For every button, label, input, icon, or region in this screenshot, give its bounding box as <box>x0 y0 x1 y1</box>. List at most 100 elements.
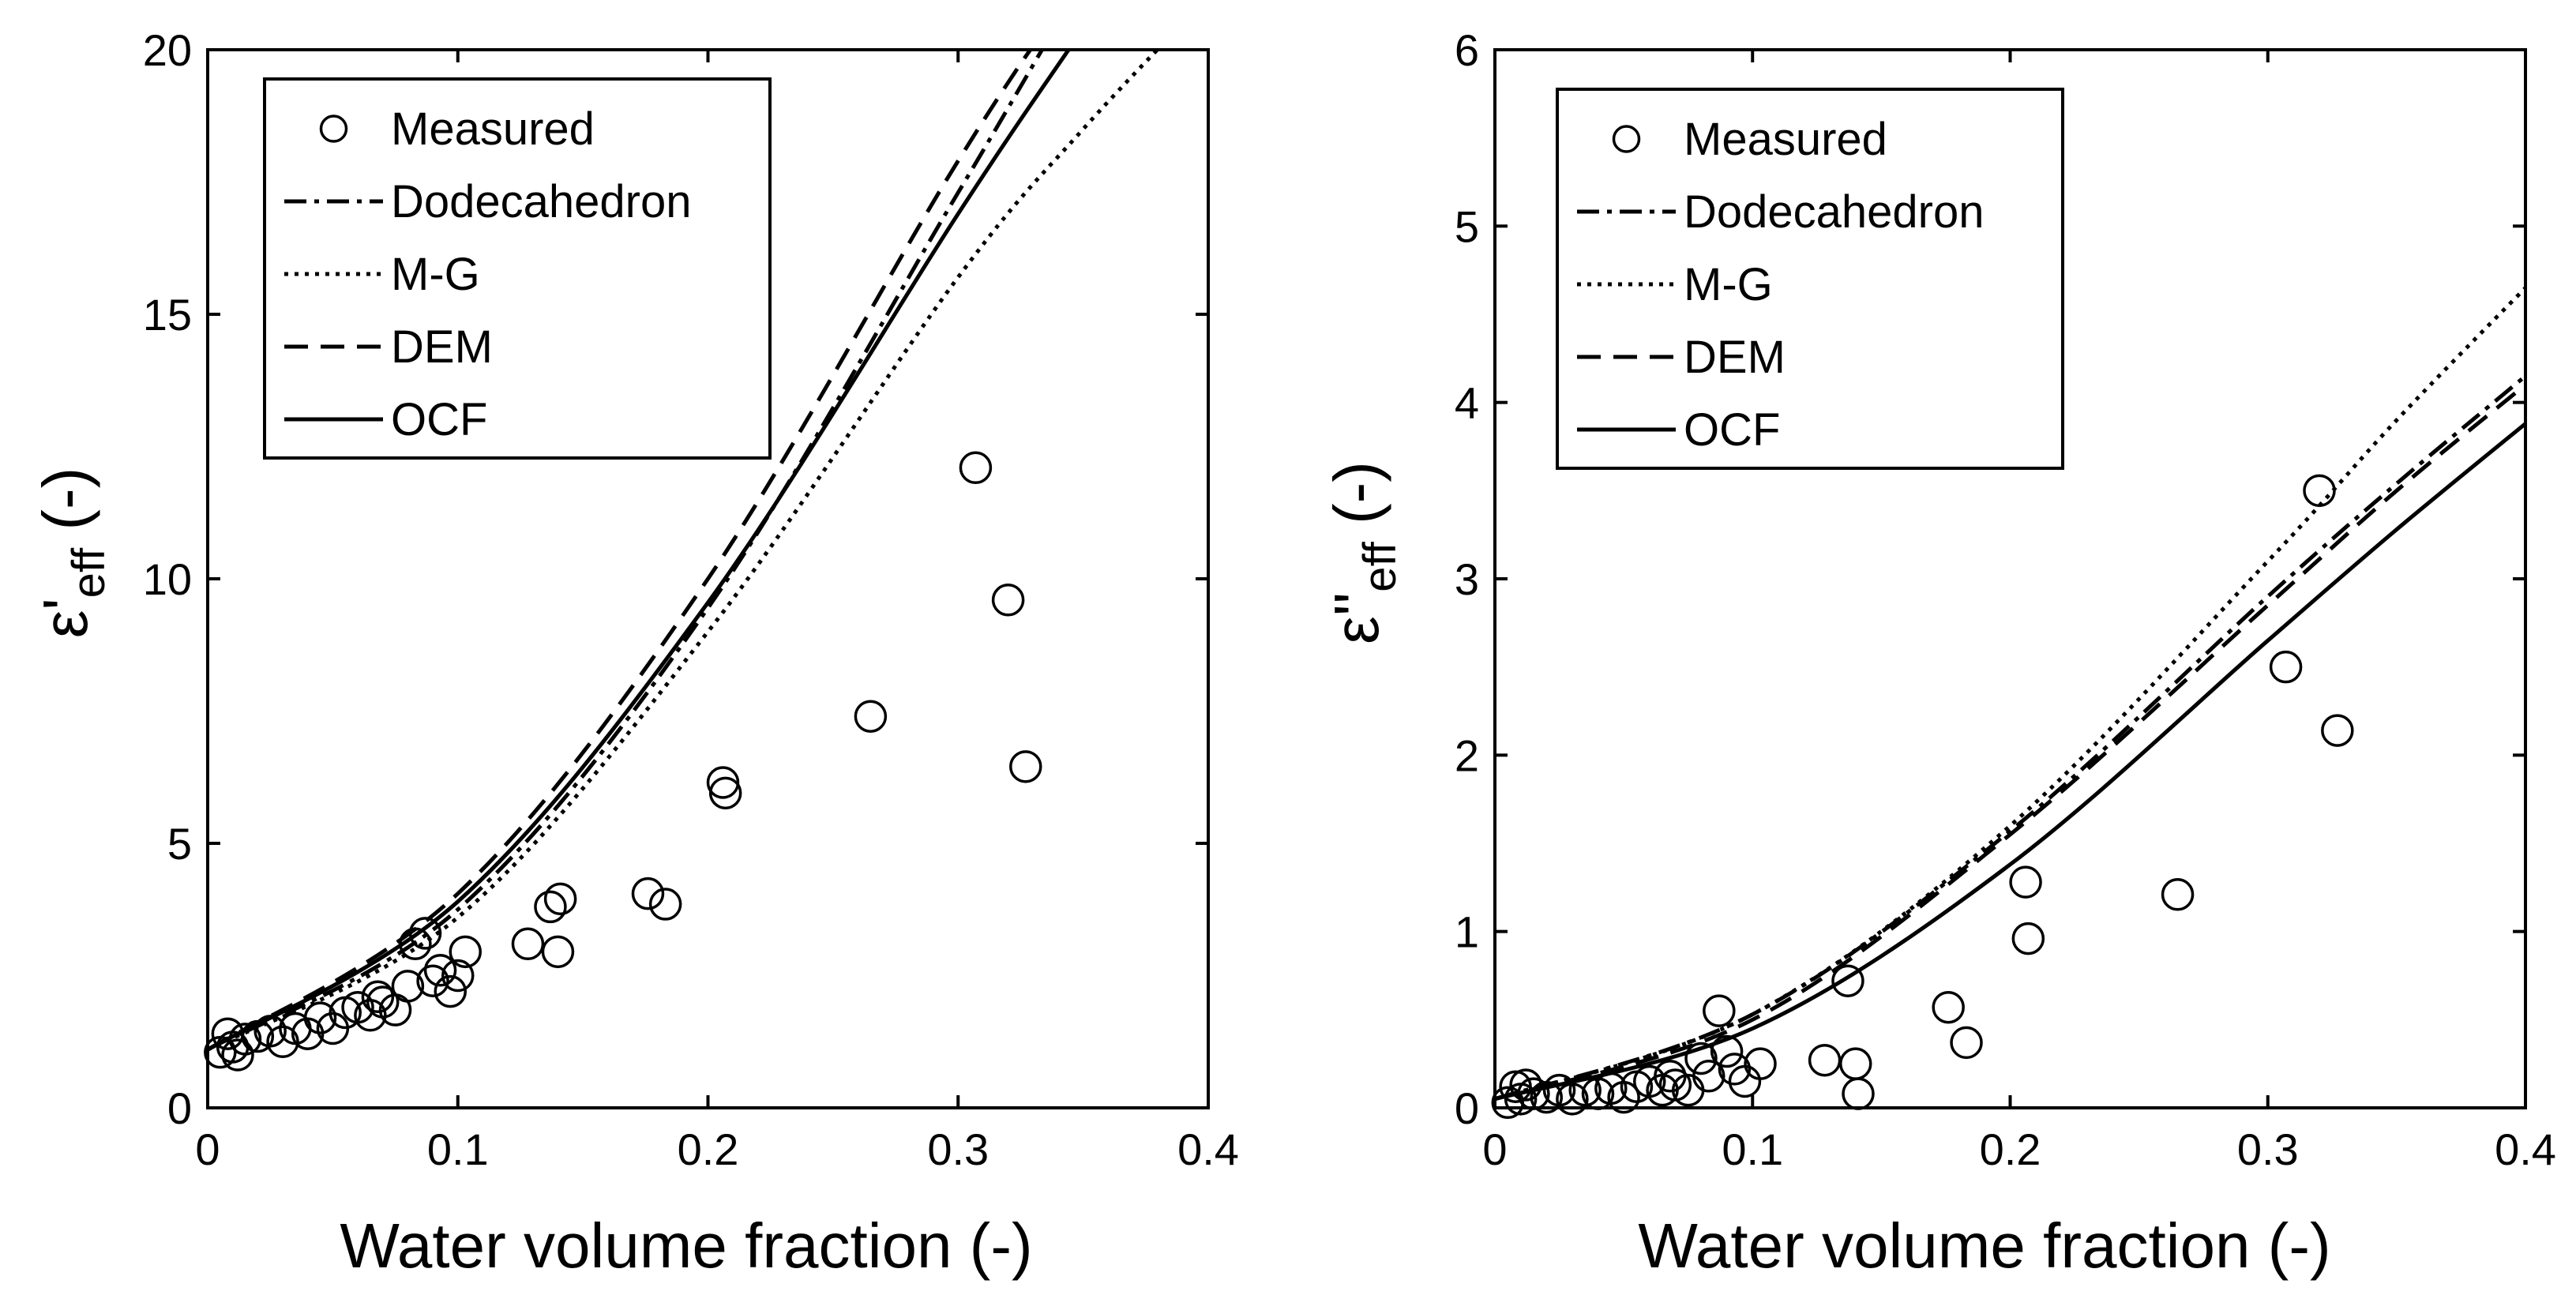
y-tick-label: 10 <box>143 554 192 604</box>
measured-point <box>361 980 395 1014</box>
measured-point <box>228 1023 262 1056</box>
model-line-dodecahedron <box>1495 374 2525 1102</box>
y-tick-label: 5 <box>167 819 192 869</box>
y-tick-label: 0 <box>1455 1083 1479 1133</box>
measured-point <box>2161 878 2195 911</box>
measured-point <box>2009 865 2042 899</box>
measured-point <box>706 766 740 799</box>
measured-point <box>1932 990 1965 1024</box>
legend-marker-measured <box>1612 125 1641 153</box>
x-tick-label: 0 <box>1482 1124 1507 1174</box>
legend: Measured Dodecahedron M-G DEM OCF <box>263 77 772 460</box>
model-lines <box>1495 286 2525 1102</box>
x-axis-label: Water volume fraction (-) <box>340 1211 1032 1281</box>
measured-point <box>221 1038 254 1072</box>
legend: Measured Dodecahedron M-G DEM OCF <box>1556 88 2064 470</box>
measured-point <box>408 917 442 950</box>
measured-point <box>1607 1080 1640 1114</box>
measured-point <box>1842 1077 1875 1110</box>
measured-point <box>1831 964 1864 997</box>
measured-point <box>253 1015 287 1048</box>
measured-point <box>1718 1053 1752 1086</box>
measured-point <box>631 876 665 910</box>
measured-point <box>1710 1034 1744 1068</box>
measured-point <box>1568 1073 1602 1107</box>
y-axis-label-text: ε''eff (-) <box>1321 461 1406 644</box>
measured-point <box>354 999 387 1032</box>
measured-point <box>449 935 483 969</box>
measured-point <box>423 954 457 987</box>
y-label-symbol: ε'' <box>1321 592 1391 644</box>
chart-imaginary-permittivity: ε''eff (-) Water volume fraction (-) 0 0.… <box>1321 25 2556 1281</box>
legend-box <box>263 77 772 460</box>
y-axis-label: ε''eff (-) <box>1321 461 1406 644</box>
measured-point <box>1509 1068 1542 1102</box>
y-tick-label: 1 <box>1455 907 1479 957</box>
measured-point <box>2011 922 2045 955</box>
x-tick-label: 0 <box>195 1124 220 1174</box>
x-tick-label: 0.2 <box>678 1124 739 1174</box>
measured-point <box>303 1001 337 1034</box>
y-axis-label: ε'eff (-) <box>30 467 115 639</box>
model-line-dem <box>1495 383 2525 1102</box>
measured-points <box>204 451 1042 1072</box>
model-line-dem <box>208 50 1033 1052</box>
measured-point <box>854 700 888 733</box>
y-label-subscript: eff <box>63 547 115 598</box>
x-axis-label: Water volume fraction (-) <box>1638 1211 2330 1281</box>
measured-point <box>1684 1042 1718 1075</box>
x-tick-label: 0.2 <box>1980 1124 2041 1174</box>
legend-label: Measured <box>1684 114 1887 165</box>
measured-point <box>2269 650 2303 684</box>
y-tick-label: 0 <box>167 1083 192 1133</box>
measured-point <box>2321 714 2354 747</box>
measured-point <box>708 776 742 810</box>
legend-label: M-G <box>1684 259 1773 310</box>
legend-label: Dodecahedron <box>1684 186 1985 238</box>
model-line-ocf <box>1495 422 2525 1102</box>
legend-label: DEM <box>391 321 493 373</box>
y-tick-label: 3 <box>1455 554 1479 604</box>
y-tick-label: 15 <box>143 290 192 340</box>
measured-point <box>1839 1047 1872 1080</box>
legend-label: Dodecahedron <box>391 176 692 227</box>
measured-point <box>991 584 1025 617</box>
y-label-units: (-) <box>30 467 100 548</box>
y-axis-label-text: ε'eff (-) <box>30 467 115 639</box>
y-label-symbol: ε' <box>30 598 100 638</box>
legend-label: Measured <box>391 103 595 155</box>
measured-points <box>1491 474 2354 1120</box>
y-tick-label: 20 <box>143 25 192 75</box>
measured-point <box>534 890 567 924</box>
measured-point <box>543 882 577 916</box>
legend-label: OCF <box>1684 404 1780 456</box>
legend-label: M-G <box>391 249 480 300</box>
measured-point <box>266 1025 299 1058</box>
legend-label: OCF <box>391 394 487 445</box>
x-tick-label: 0.3 <box>927 1124 989 1174</box>
model-lines <box>208 50 1160 1052</box>
measured-point <box>391 970 425 1003</box>
measured-point <box>511 927 545 961</box>
y-tick-label: 5 <box>1455 201 1479 251</box>
model-line-m-g <box>208 50 1160 1052</box>
y-label-units: (-) <box>1321 461 1391 542</box>
measured-point <box>1808 1043 1842 1077</box>
x-tick-label: 0.4 <box>1177 1124 1239 1174</box>
x-tick-label: 0.3 <box>2237 1124 2299 1174</box>
measured-point <box>399 927 432 961</box>
measured-point <box>648 888 682 921</box>
measured-point <box>1950 1026 1983 1060</box>
plot-area-frame <box>1493 48 2527 1109</box>
y-tick-label: 6 <box>1455 25 1479 75</box>
y-tick-label: 4 <box>1455 378 1479 428</box>
measured-point <box>1009 750 1042 783</box>
x-tick-label: 0.1 <box>1722 1124 1783 1174</box>
measured-point <box>416 964 449 997</box>
legend-marker-measured <box>319 114 348 143</box>
measured-point <box>434 974 467 1008</box>
legend-box <box>1556 88 2064 470</box>
measured-point <box>1703 994 1736 1027</box>
axis-ticks: 0 0.1 0.2 0.3 0.4 0 5 10 15 20 <box>143 25 1239 1174</box>
